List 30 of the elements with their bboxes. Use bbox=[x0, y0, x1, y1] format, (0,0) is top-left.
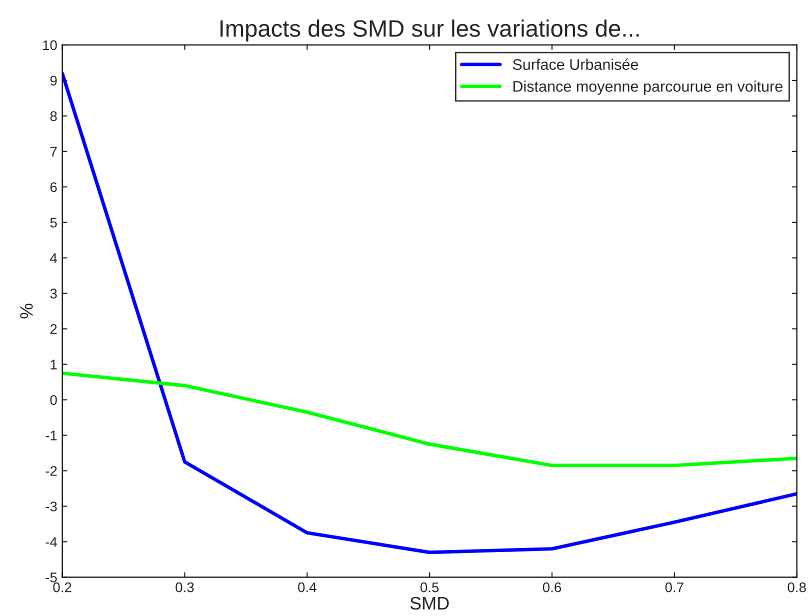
x-tick-label: 0.6 bbox=[542, 582, 562, 592]
x-tick-label: 0.4 bbox=[298, 582, 316, 592]
x-tick-label: 0.8 bbox=[788, 582, 806, 592]
x-tick-label: 0.7 bbox=[665, 582, 684, 592]
y-tick-label: 0 bbox=[50, 395, 57, 405]
chart-title: Impacts des SMD sur les variations de... bbox=[220, 20, 639, 42]
y-tick-label: 6 bbox=[50, 182, 57, 192]
y-tick-label: 1 bbox=[50, 360, 57, 370]
y-tick-label: 3 bbox=[50, 288, 57, 299]
y-tick-label: 5 bbox=[50, 218, 57, 228]
x-tick-label: 0.2 bbox=[53, 582, 72, 592]
y-tick-label: 7 bbox=[50, 146, 57, 156]
y-tick-label: -2 bbox=[46, 466, 57, 476]
y-tick-label: -5 bbox=[46, 572, 57, 582]
y-axis-title: % bbox=[20, 304, 33, 318]
y-tick-label: 10 bbox=[43, 40, 57, 50]
y-tick-label: 9 bbox=[50, 76, 57, 86]
y-tick-label: -4 bbox=[46, 537, 58, 547]
x-tick-label: 0.5 bbox=[420, 582, 439, 592]
x-tick-label: 0.3 bbox=[176, 582, 194, 592]
y-tick-label: -3 bbox=[46, 502, 57, 512]
y-tick-label: -1 bbox=[46, 430, 57, 440]
legend-label: Distance moyenne parcourue en voiture bbox=[513, 80, 782, 95]
y-tick-label: 8 bbox=[50, 111, 57, 122]
line-series bbox=[62, 371, 797, 468]
x-axis-title: SMD bbox=[410, 596, 449, 610]
y-tick-label: 2 bbox=[50, 324, 57, 334]
legend-label: Surface Urbanisée bbox=[512, 58, 638, 70]
y-tick-label: 4 bbox=[50, 253, 58, 263]
line-series bbox=[62, 72, 797, 554]
